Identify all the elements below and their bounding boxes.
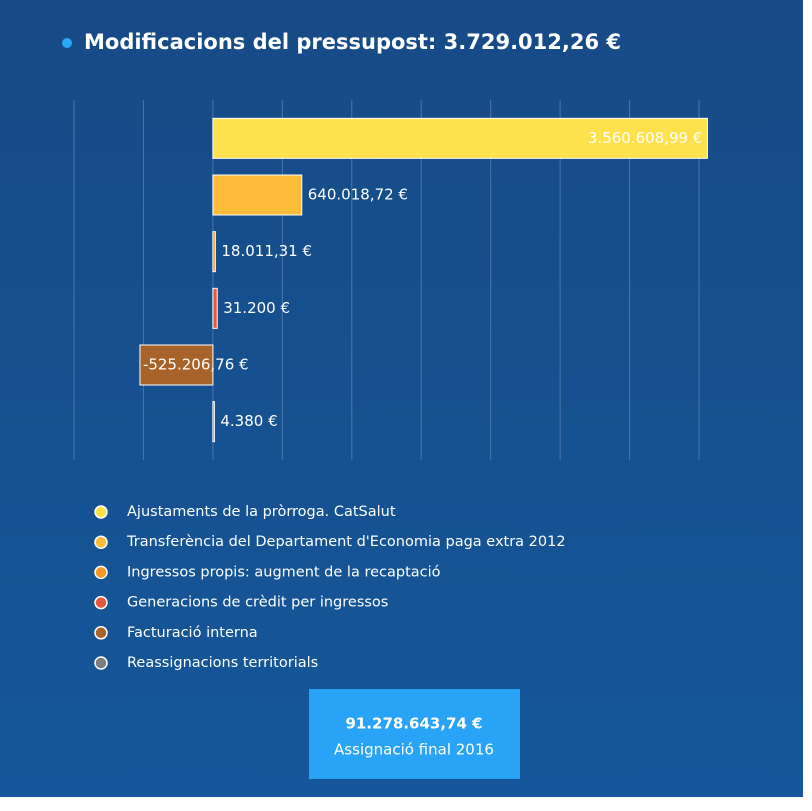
value-label: -525.206,76 € bbox=[143, 356, 249, 374]
summary-box bbox=[309, 689, 520, 779]
bar bbox=[212, 287, 218, 329]
value-label: 3.560.608,99 € bbox=[588, 129, 703, 147]
legend-marker bbox=[94, 656, 108, 670]
legend-marker bbox=[94, 595, 108, 610]
bar bbox=[212, 231, 216, 273]
bar bbox=[212, 117, 708, 159]
bar bbox=[212, 174, 303, 216]
value-label: 640.018,72 € bbox=[308, 186, 408, 204]
legend-marker bbox=[94, 626, 108, 640]
legend-marker bbox=[94, 565, 108, 580]
chart-title: Modificacions del pressupost: 3.729.012,… bbox=[84, 30, 621, 54]
bar bbox=[139, 344, 214, 386]
value-label: 31.200 € bbox=[223, 299, 290, 317]
value-label: 18.011,31 € bbox=[221, 242, 312, 260]
summary-amount: 91.278.643,74 € bbox=[345, 715, 482, 733]
legend-label: Generacions de crèdit per ingressos bbox=[127, 595, 388, 611]
legend-marker bbox=[94, 535, 108, 549]
value-label: 4.380 € bbox=[220, 412, 277, 430]
legend-label: Ingressos propis: augment de la recaptac… bbox=[127, 564, 441, 580]
legend-label: Transferència del Departament d'Economia… bbox=[126, 534, 566, 550]
legend-label: Reassignacions territorials bbox=[127, 655, 318, 671]
legend-label: Facturació interna bbox=[127, 625, 258, 641]
summary-label: Assignació final 2016 bbox=[334, 741, 494, 759]
bar bbox=[212, 401, 215, 443]
legend-label: Ajustaments de la pròrroga. CatSalut bbox=[127, 504, 396, 520]
legend-marker bbox=[94, 505, 108, 519]
title-bullet bbox=[62, 38, 72, 48]
